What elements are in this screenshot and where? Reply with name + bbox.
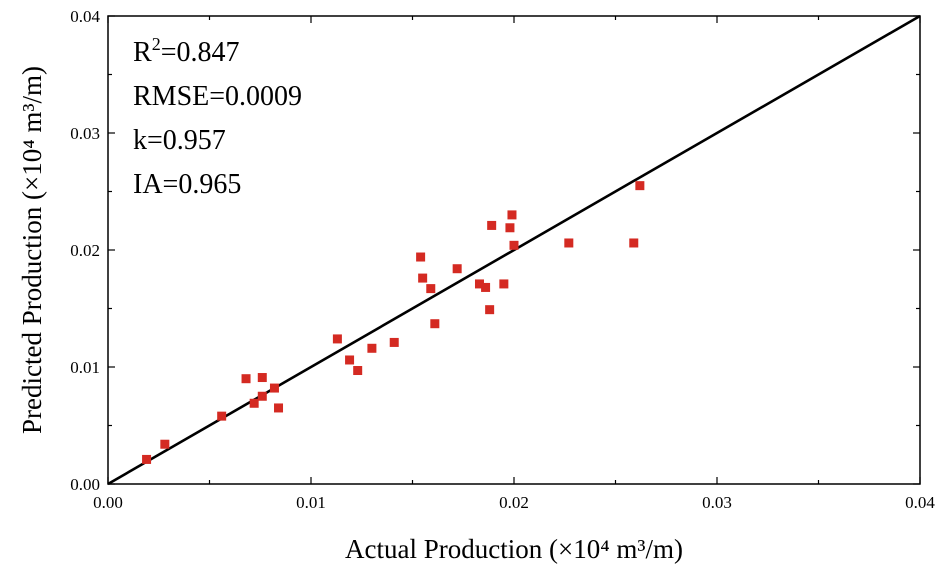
one-to-one-line	[107, 14, 921, 486]
data-point	[426, 284, 436, 294]
data-point	[269, 383, 279, 393]
data-point	[452, 264, 462, 274]
axis-tick-labels: 0.00 0.01 0.02 0.03 0.04 0.00 0.01 0.02 0.03 0.04	[70, 7, 935, 512]
data-point	[505, 223, 515, 233]
x-tick-label: 0.00	[93, 493, 123, 512]
data-point	[629, 238, 639, 248]
data-point	[257, 373, 267, 383]
data-point	[353, 366, 363, 376]
data-point	[474, 279, 484, 289]
data-point	[564, 238, 574, 248]
data-point	[507, 210, 517, 220]
data-point	[509, 240, 519, 250]
stat-line: IA=0.965	[133, 169, 241, 200]
data-point	[418, 273, 428, 283]
data-point	[241, 374, 251, 384]
data-point	[142, 454, 152, 464]
data-point	[274, 403, 284, 413]
data-point	[345, 355, 355, 365]
x-tick-label: 0.04	[905, 493, 935, 512]
x-tick-label: 0.02	[499, 493, 529, 512]
data-point	[430, 319, 440, 329]
y-axis-title: Predicted Production (×10⁴ m³/m)	[17, 66, 47, 434]
stats-annotation: R2=0.847 RMSE=0.0009 k=0.957 IA=0.965	[133, 34, 302, 200]
data-point	[389, 337, 399, 347]
data-point	[485, 305, 495, 315]
data-point	[160, 439, 170, 449]
y-tick-label: 0.02	[70, 241, 100, 260]
data-point	[249, 398, 259, 408]
x-tick-label: 0.01	[296, 493, 326, 512]
y-tick-label: 0.01	[70, 358, 100, 377]
plot-frame	[107, 15, 921, 485]
data-point	[635, 181, 645, 191]
data-point	[367, 343, 377, 353]
x-axis-title: Actual Production (×10⁴ m³/m)	[345, 534, 683, 564]
y-tick-label: 0.00	[70, 475, 100, 494]
data-point	[487, 220, 497, 230]
stat-line: RMSE=0.0009	[133, 81, 302, 112]
data-point	[332, 334, 342, 344]
stat-line: k=0.957	[133, 125, 226, 156]
data-point	[499, 279, 509, 289]
data-point	[257, 391, 267, 401]
data-point	[217, 411, 227, 421]
y-tick-label: 0.04	[70, 7, 100, 26]
data-point	[481, 282, 491, 292]
data-points	[142, 181, 645, 464]
y-tick-label: 0.03	[70, 124, 100, 143]
stat-line: R2=0.847	[133, 34, 239, 68]
data-point	[416, 252, 426, 262]
x-tick-label: 0.03	[702, 493, 732, 512]
